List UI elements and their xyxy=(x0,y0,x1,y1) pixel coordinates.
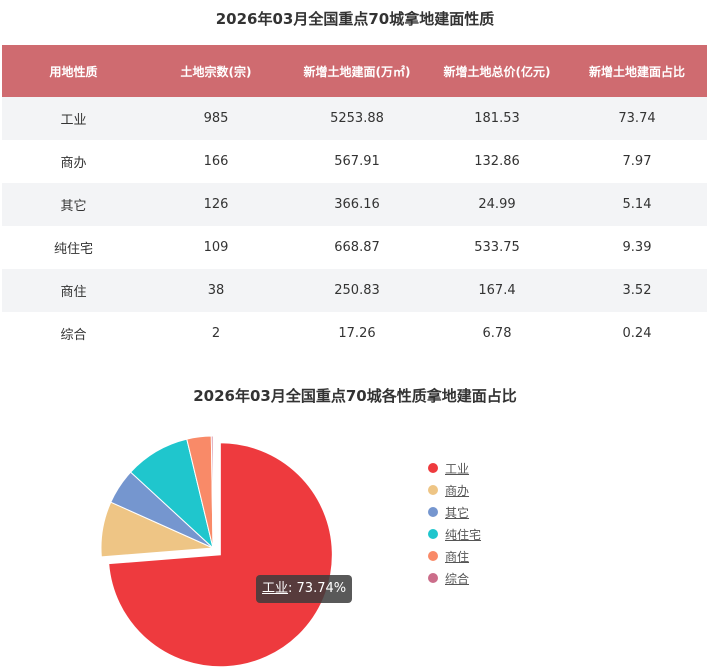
cell-new-area: 366.16 xyxy=(287,183,427,226)
table-header-row: 用地性质 土地宗数(宗) 新增土地建面(万㎡) 新增土地总价(亿元) 新增土地建… xyxy=(2,45,707,97)
cell-total-price: 181.53 xyxy=(427,97,567,140)
legend-marker-icon xyxy=(428,529,438,539)
cell-area-share: 0.24 xyxy=(567,312,707,355)
cell-area-share: 7.97 xyxy=(567,140,707,183)
table-row: 工业 985 5253.88 181.53 73.74 xyxy=(2,97,707,140)
header-parcel-count: 土地宗数(宗) xyxy=(145,45,287,97)
cell-parcel-count: 126 xyxy=(145,183,287,226)
cell-parcel-count: 109 xyxy=(145,226,287,269)
legend-label: 工业 xyxy=(445,461,470,476)
cell-area-share: 5.14 xyxy=(567,183,707,226)
cell-area-share: 9.39 xyxy=(567,226,707,269)
legend-item[interactable]: 商办 xyxy=(428,479,481,501)
cell-parcel-count: 38 xyxy=(145,269,287,312)
legend-marker-icon xyxy=(428,507,438,517)
legend-label: 商办 xyxy=(445,483,470,498)
cell-parcel-count: 985 xyxy=(145,97,287,140)
legend-label: 纯住宅 xyxy=(445,527,482,542)
tooltip-value: 73.74% xyxy=(296,581,347,596)
header-new-area: 新增土地建面(万㎡) xyxy=(287,45,427,97)
cell-new-area: 5253.88 xyxy=(287,97,427,140)
cell-new-area: 567.91 xyxy=(287,140,427,183)
cell-new-area: 250.83 xyxy=(287,269,427,312)
legend-marker-icon xyxy=(428,573,438,583)
table-row: 其它 126 366.16 24.99 5.14 xyxy=(2,183,707,226)
cell-new-area: 17.26 xyxy=(287,312,427,355)
legend-label: 其它 xyxy=(445,505,470,520)
cell-land-type: 商住 xyxy=(2,269,145,312)
legend-item[interactable]: 其它 xyxy=(428,501,481,523)
table-row: 综合 2 17.26 6.78 0.24 xyxy=(2,312,707,355)
pie-tooltip: 工业: 73.74% xyxy=(256,575,353,603)
legend-label: 综合 xyxy=(445,571,470,586)
legend-marker-icon xyxy=(428,485,438,495)
legend-item[interactable]: 商住 xyxy=(428,545,481,567)
cell-total-price: 533.75 xyxy=(427,226,567,269)
chart-legend: 工业商办其它纯住宅商住综合 xyxy=(428,457,481,589)
legend-marker-icon xyxy=(428,463,438,473)
header-area-share: 新增土地建面占比 xyxy=(567,45,707,97)
table-title: 2026年03月全国重点70城拿地建面性质 xyxy=(215,10,495,28)
cell-area-share: 73.74 xyxy=(567,97,707,140)
cell-land-type: 其它 xyxy=(2,183,145,226)
cell-total-price: 24.99 xyxy=(427,183,567,226)
cell-total-price: 6.78 xyxy=(427,312,567,355)
cell-parcel-count: 166 xyxy=(145,140,287,183)
header-total-price: 新增土地总价(亿元) xyxy=(427,45,567,97)
legend-marker-icon xyxy=(428,551,438,561)
land-table: 用地性质 土地宗数(宗) 新增土地建面(万㎡) 新增土地总价(亿元) 新增土地建… xyxy=(2,45,707,355)
cell-land-type: 工业 xyxy=(2,97,145,140)
table-row: 纯住宅 109 668.87 533.75 9.39 xyxy=(2,226,707,269)
cell-land-type: 商办 xyxy=(2,140,145,183)
legend-item[interactable]: 综合 xyxy=(428,567,481,589)
cell-new-area: 668.87 xyxy=(287,226,427,269)
pie-slice-工业[interactable] xyxy=(108,442,333,668)
legend-label: 商住 xyxy=(445,549,470,564)
pie-slice-综合[interactable] xyxy=(210,435,214,549)
cell-total-price: 132.86 xyxy=(427,140,567,183)
cell-parcel-count: 2 xyxy=(145,312,287,355)
table-row: 商办 166 567.91 132.86 7.97 xyxy=(2,140,707,183)
cell-total-price: 167.4 xyxy=(427,269,567,312)
legend-item[interactable]: 工业 xyxy=(428,457,481,479)
cell-land-type: 纯住宅 xyxy=(2,226,145,269)
table-row: 商住 38 250.83 167.4 3.52 xyxy=(2,269,707,312)
tooltip-name: 工业 xyxy=(262,581,289,596)
chart-title: 2026年03月全国重点70城各性质拿地建面占比 xyxy=(193,387,517,405)
cell-area-share: 3.52 xyxy=(567,269,707,312)
header-land-type: 用地性质 xyxy=(2,45,145,97)
legend-item[interactable]: 纯住宅 xyxy=(428,523,481,545)
cell-land-type: 综合 xyxy=(2,312,145,355)
